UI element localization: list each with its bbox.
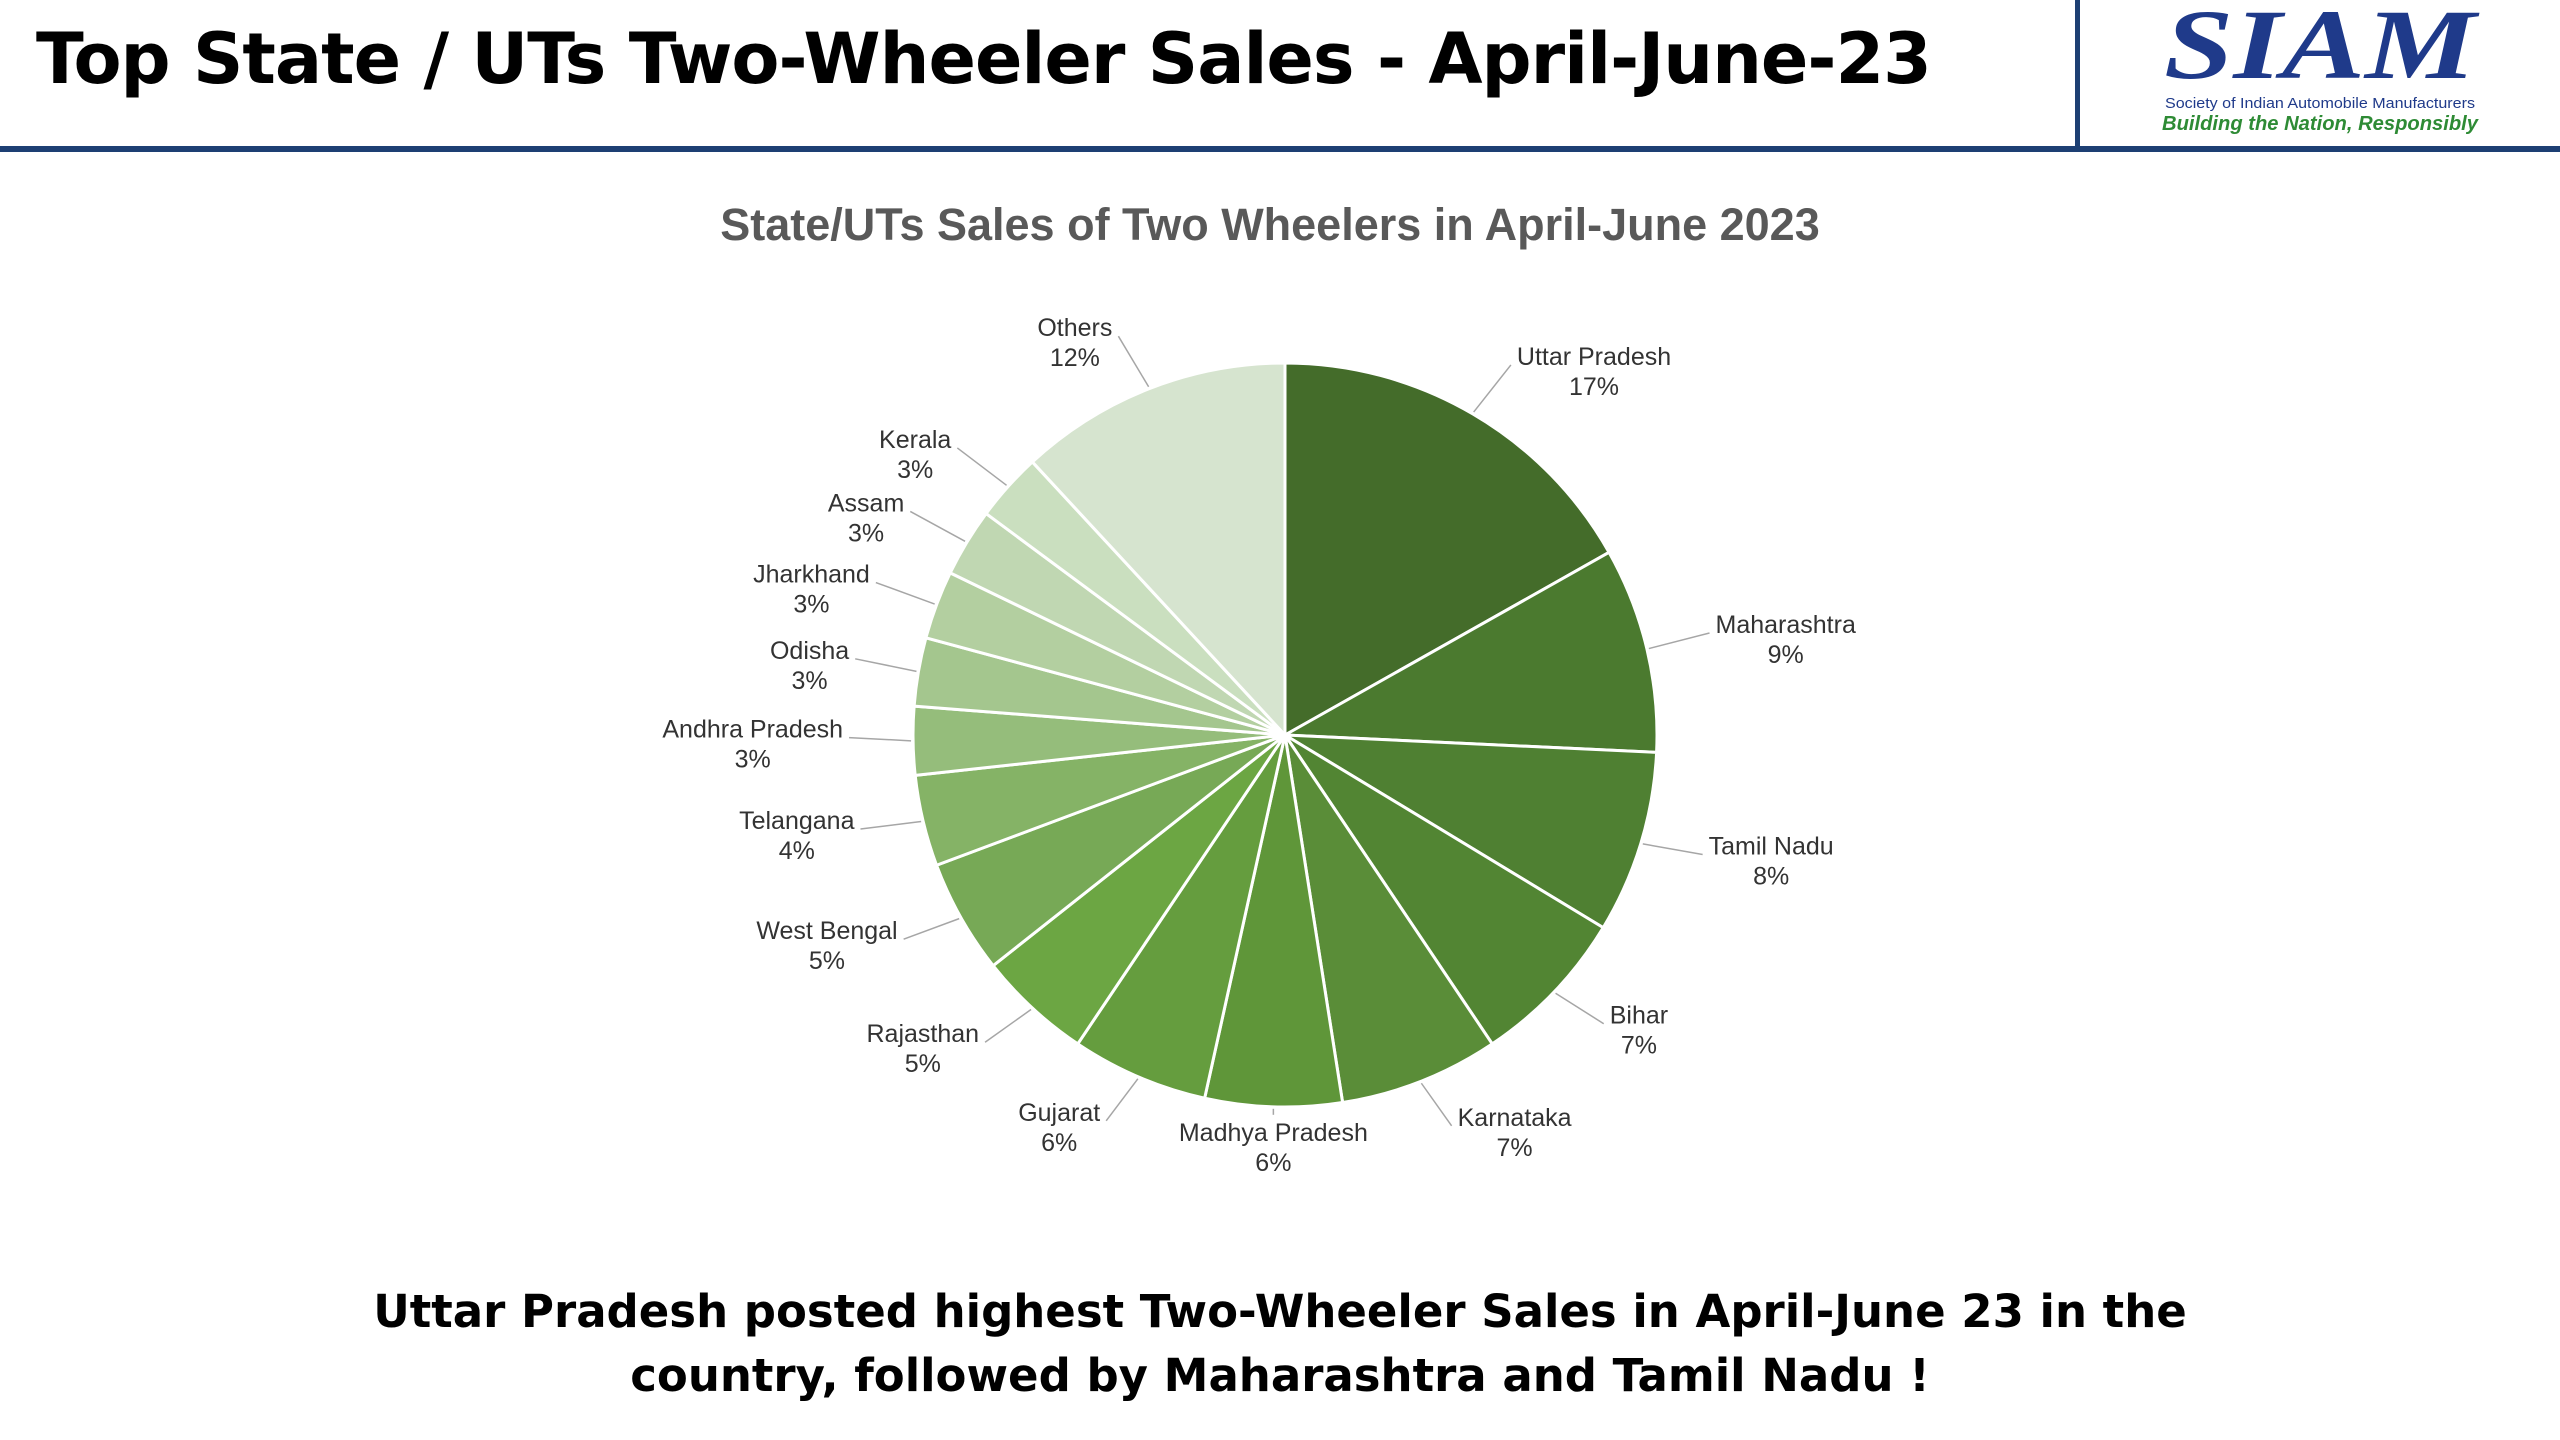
leader-line-gujarat — [1105, 1078, 1139, 1122]
leader-line-karnataka — [1420, 1082, 1453, 1127]
slice-label-odisha: Odisha 3% — [770, 637, 849, 695]
slice-label-name: Jharkhand — [753, 561, 870, 589]
slice-label-percent: 9% — [1768, 641, 1804, 669]
slice-label-percent: 7% — [1621, 1032, 1657, 1060]
leader-line-uttar-pradesh — [1473, 364, 1512, 413]
leader-line-west-bengal — [903, 917, 960, 940]
pie-chart: State/UTs Sales of Two Wheelers in April… — [560, 190, 2000, 1190]
chart-title: State/UTs Sales of Two Wheelers in April… — [720, 199, 1819, 250]
slice-label-percent: 3% — [735, 746, 771, 774]
slice-label-percent: 12% — [1050, 344, 1100, 372]
slice-label-gujarat: Gujarat 6% — [1018, 1099, 1100, 1157]
slice-label-rajasthan: Rajasthan 5% — [866, 1020, 979, 1078]
leader-lines — [849, 335, 1710, 1127]
slice-label-name: Uttar Pradesh — [1517, 343, 1671, 371]
caption: Uttar Pradesh posted highest Two-Wheeler… — [280, 1280, 2280, 1408]
pie-slice-others — [1030, 361, 1287, 737]
caption-line-2: country, followed by Maharashtra and Tam… — [630, 1349, 1930, 1402]
leader-line-bihar — [1555, 992, 1605, 1025]
siam-logo-wordmark: SIAM — [2164, 2, 2480, 100]
slice-label-name: West Bengal — [756, 917, 897, 945]
page-title: Top State / UTs Two-Wheeler Sales - Apri… — [36, 18, 1932, 100]
siam-logo: SIAM Society of Indian Automobile Manufa… — [2162, 2, 2480, 135]
leader-line-rajasthan — [984, 1008, 1032, 1043]
slice-label-name: Karnataka — [1458, 1104, 1572, 1132]
pie-slice-madhya-pradesh — [1203, 733, 1345, 1109]
header: Top State / UTs Two-Wheeler Sales - Apri… — [0, 0, 2560, 152]
slice-label-others: Others 12% — [1037, 314, 1112, 372]
slice-label-percent: 3% — [897, 456, 933, 484]
slice-label-madhya-pradesh: Madhya Pradesh 6% — [1179, 1119, 1368, 1177]
slice-label-percent: 6% — [1041, 1129, 1077, 1157]
pie-chart-svg: State/UTs Sales of Two Wheelers in April… — [662, 199, 1856, 1177]
slice-label-percent: 8% — [1753, 862, 1789, 890]
slice-label-name: Andhra Pradesh — [662, 716, 843, 744]
siam-logo-subtitle: Society of Indian Automobile Manufacture… — [2165, 95, 2475, 112]
slice-label-name: Odisha — [770, 637, 849, 665]
slice-label-percent: 4% — [779, 837, 815, 865]
slice-label-jharkhand: Jharkhand 3% — [753, 561, 870, 619]
pie-slices — [911, 361, 1659, 1109]
slice-label-name: Gujarat — [1018, 1099, 1100, 1127]
leader-line-tamil-nadu — [1642, 843, 1703, 856]
slice-label-assam: Assam 3% — [828, 489, 904, 547]
leader-line-maharashtra — [1648, 632, 1710, 650]
leader-line-andhra-pradesh — [849, 736, 912, 742]
leader-line-odisha — [855, 658, 917, 673]
slice-label-name: Maharashtra — [1716, 611, 1856, 639]
slice-label-uttar-pradesh: Uttar Pradesh 17% — [1517, 343, 1671, 401]
pie-slice-bihar — [1283, 733, 1605, 1046]
slice-label-andhra-pradesh: Andhra Pradesh 3% — [662, 716, 843, 774]
slice-label-percent: 3% — [792, 667, 828, 695]
slice-label-percent: 5% — [809, 947, 845, 975]
slice-label-telangana: Telangana 4% — [739, 807, 854, 865]
leader-line-others — [1117, 335, 1150, 388]
slice-label-name: Assam — [828, 489, 904, 517]
slice-label-kerala: Kerala 3% — [879, 426, 951, 484]
slice-label-percent: 5% — [905, 1050, 941, 1078]
slice-label-percent: 3% — [848, 519, 884, 547]
leader-line-jharkhand — [875, 581, 935, 605]
slice-label-name: Kerala — [879, 426, 951, 454]
slice-label-percent: 17% — [1569, 373, 1619, 401]
siam-logo-tagline: Building the Nation, Responsibly — [2162, 113, 2479, 135]
slice-label-bihar: Bihar 7% — [1610, 1002, 1668, 1060]
slice-label-name: Madhya Pradesh — [1179, 1119, 1368, 1147]
slice-label-tamil-nadu: Tamil Nadu 8% — [1709, 832, 1834, 890]
pie-slice-maharashtra — [1283, 550, 1659, 754]
leader-line-kerala — [956, 447, 1007, 486]
slice-label-name: Telangana — [739, 807, 854, 835]
caption-line-1: Uttar Pradesh posted highest Two-Wheeler… — [373, 1285, 2187, 1338]
slice-label-percent: 6% — [1255, 1149, 1291, 1177]
slice-label-karnataka: Karnataka 7% — [1458, 1104, 1572, 1162]
slice-labels: Uttar Pradesh 17% Maharashtra 9% Tamil Nadu 8… — [662, 314, 1856, 1177]
pie-slice-uttar-pradesh — [1283, 361, 1611, 737]
pie-slice-karnataka — [1283, 733, 1494, 1105]
header-rule — [0, 146, 2560, 152]
slice-label-west-bengal: West Bengal 5% — [756, 917, 897, 975]
slice-label-name: Rajasthan — [866, 1020, 979, 1048]
slice-label-name: Tamil Nadu — [1709, 832, 1834, 860]
slice-label-percent: 7% — [1497, 1134, 1533, 1162]
pie-slice-gujarat — [1076, 733, 1287, 1100]
header-divider — [2075, 0, 2080, 148]
slice-label-name: Others — [1037, 314, 1112, 342]
pie-slice-tamil-nadu — [1283, 733, 1659, 930]
leader-line-assam — [909, 510, 966, 542]
slice-label-maharashtra: Maharashtra 9% — [1716, 611, 1856, 669]
slice-label-name: Bihar — [1610, 1002, 1668, 1030]
leader-line-telangana — [860, 820, 922, 830]
slice-label-percent: 3% — [793, 591, 829, 619]
